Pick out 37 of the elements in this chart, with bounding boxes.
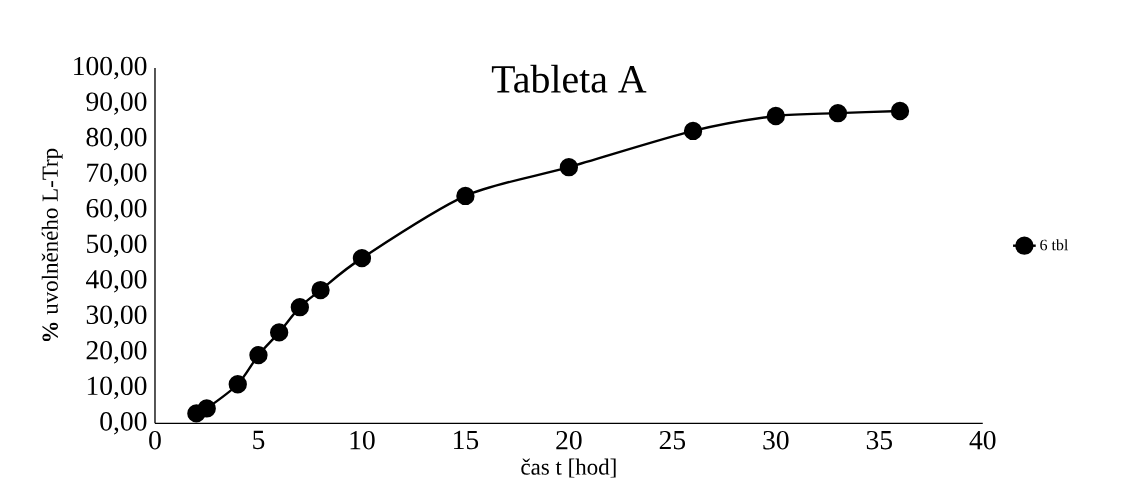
x-tick-label: 15 (454, 430, 479, 450)
x-tick-label: 5 (253, 430, 265, 450)
y-tick-label: 20,00 (86, 340, 147, 364)
point (228, 375, 247, 394)
point (197, 399, 216, 418)
point (456, 186, 475, 206)
x-tick-label: 20 (556, 430, 582, 450)
y-tick-label: 60,00 (86, 198, 147, 222)
y-axis-title: % uvolněného L-Trp (41, 148, 63, 342)
point (352, 248, 372, 268)
x-axis-title: čas t [hod] (521, 458, 616, 478)
x-tick-label: 10 (350, 430, 375, 450)
point (766, 106, 785, 126)
legend-label: 6 tbl (1040, 239, 1069, 251)
y-tick-label: 50,00 (87, 234, 147, 257)
y-tick-label: 0,00 (100, 412, 147, 435)
chart-title: Tableta A (491, 64, 647, 93)
point (683, 121, 703, 141)
y-tick-label: 30,00 (86, 305, 147, 329)
y-tick-label: 100,00 (74, 56, 147, 80)
y-tick-label: 90,00 (86, 92, 147, 115)
y-tick-label: 70,00 (87, 163, 147, 186)
point (828, 103, 848, 123)
y-tick-label: 40,00 (86, 269, 147, 293)
point (249, 345, 268, 365)
point (559, 157, 579, 177)
x-tick-label: 35 (866, 430, 892, 450)
point (269, 323, 289, 342)
y-tick-label: 10,00 (87, 376, 147, 400)
point (311, 280, 330, 300)
y-tick-label: 80,00 (86, 127, 147, 151)
x-tick-label: 0 (149, 430, 161, 450)
x-tick-label: 40 (969, 430, 996, 450)
x-tick-label: 25 (659, 430, 686, 450)
point (290, 297, 310, 317)
point (890, 101, 910, 121)
x-tick-label: 30 (763, 430, 789, 450)
